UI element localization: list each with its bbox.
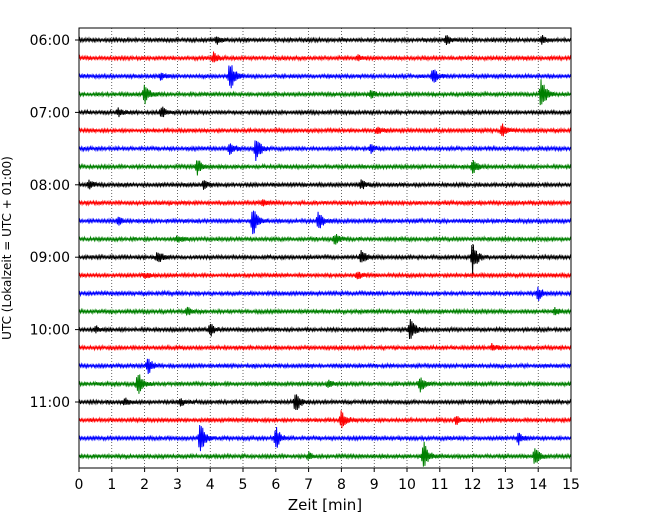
x-tick-label: 0: [75, 477, 84, 493]
plot-frame: [78, 27, 572, 469]
trace-line: [78, 358, 572, 374]
trace-line: [78, 160, 572, 176]
x-tick-label: 15: [562, 477, 580, 493]
trace-line: [78, 106, 572, 118]
x-axis-title: Zeit [min]: [288, 496, 362, 514]
trace-line: [78, 210, 572, 235]
trace-line: [78, 271, 572, 280]
x-tick-label: 4: [206, 477, 215, 493]
trace-line: [78, 123, 572, 137]
trace-line: [78, 286, 572, 302]
x-tick-label: 1: [107, 477, 116, 493]
trace-line: [78, 374, 572, 394]
x-tick-label: 8: [337, 477, 346, 493]
trace-line: [78, 244, 572, 274]
trace-line: [78, 35, 572, 45]
x-tick-label: 2: [140, 477, 149, 493]
y-tick-label: 09:00: [30, 250, 70, 266]
trace-line: [78, 306, 572, 316]
trace-line: [78, 441, 572, 467]
y-tick-label: 07:00: [30, 105, 70, 121]
trace-line: [78, 179, 572, 190]
x-tick-label: 12: [464, 477, 482, 493]
x-tick-label: 11: [431, 477, 449, 493]
seismogram-traces: [78, 35, 572, 467]
trace-line: [78, 394, 572, 411]
x-axis: 0 1 2 3 4 5 6 7 8 9 10 11 12 13 14 15: [75, 468, 580, 493]
trace-line: [78, 410, 572, 429]
x-tick-label: 10: [398, 477, 416, 493]
x-tick-label: 3: [173, 477, 182, 493]
y-tick-label: 11:00: [30, 395, 70, 411]
trace-line: [78, 79, 572, 106]
x-tick-label: 9: [370, 477, 379, 493]
trace-line: [78, 318, 572, 339]
grid-lines: [111, 28, 539, 468]
x-tick-label: 6: [271, 477, 280, 493]
x-tick-label: 5: [239, 477, 248, 493]
x-tick-label: 7: [304, 477, 313, 493]
trace-line: [78, 343, 572, 352]
y-tick-label: 06:00: [30, 33, 70, 49]
trace-line: [78, 424, 572, 452]
trace-line: [78, 199, 572, 207]
trace-line: [78, 65, 572, 89]
x-tick-label: 14: [529, 477, 547, 493]
trace-line: [78, 140, 572, 162]
trace-line: [78, 233, 572, 245]
y-tick-label: 10:00: [30, 323, 70, 339]
y-axis-title: UTC (Lokalzeit = UTC + 01:00): [0, 156, 14, 340]
trace-line: [78, 51, 572, 63]
y-axis: 06:00 07:00 08:00 09:00 10:00 11:00: [30, 33, 79, 411]
x-tick-label: 13: [496, 477, 514, 493]
y-tick-label: 08:00: [30, 178, 70, 194]
